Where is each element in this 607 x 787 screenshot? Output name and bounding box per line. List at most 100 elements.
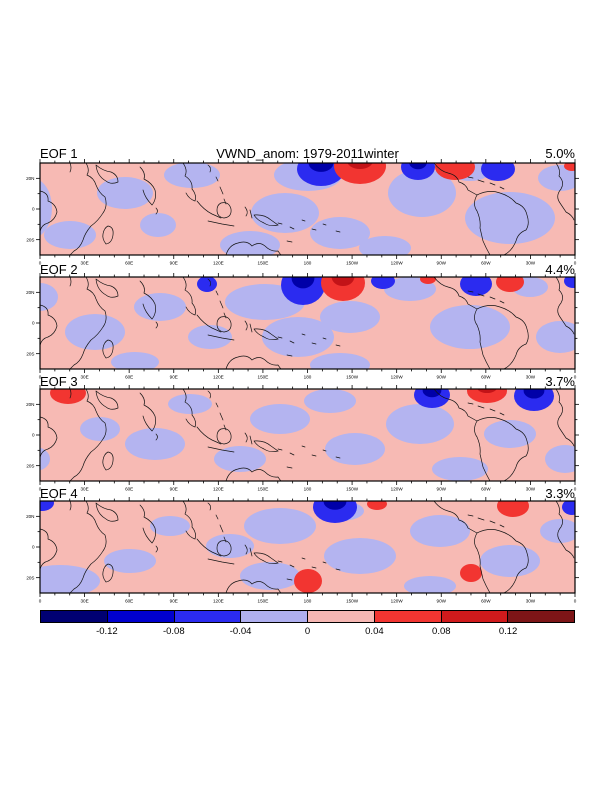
svg-text:180: 180 <box>304 261 312 266</box>
svg-text:30E: 30E <box>80 599 88 604</box>
colorbar-tick-label: -0.08 <box>162 626 185 637</box>
colorbar-segment <box>307 611 374 622</box>
map-fill-layer <box>40 277 575 369</box>
svg-text:150W: 150W <box>346 487 359 492</box>
svg-text:60W: 60W <box>481 487 491 492</box>
eof-label-4: EOF 4 <box>40 486 78 501</box>
svg-text:0: 0 <box>574 375 577 380</box>
svg-text:180: 180 <box>304 599 312 604</box>
variance-label-2: 4.4% <box>545 262 575 277</box>
svg-text:90W: 90W <box>437 375 447 380</box>
svg-text:90E: 90E <box>170 599 178 604</box>
panel-header-3: EOF 3 3.7% <box>40 374 575 390</box>
svg-text:90E: 90E <box>170 261 178 266</box>
svg-text:30W: 30W <box>526 261 536 266</box>
axis-ticks <box>36 497 579 597</box>
svg-text:120W: 120W <box>391 599 404 604</box>
svg-text:0: 0 <box>32 433 35 438</box>
svg-text:0: 0 <box>39 375 42 380</box>
eof-label-3: EOF 3 <box>40 374 78 389</box>
colorbar-segment <box>240 611 307 622</box>
map-fill-layer <box>40 163 575 255</box>
svg-text:120W: 120W <box>391 375 404 380</box>
svg-text:60E: 60E <box>125 261 133 266</box>
svg-text:60W: 60W <box>481 261 491 266</box>
svg-text:30E: 30E <box>80 375 88 380</box>
svg-text:150E: 150E <box>258 375 269 380</box>
svg-text:30E: 30E <box>80 261 88 266</box>
coastlines <box>40 501 575 593</box>
svg-text:0: 0 <box>39 599 42 604</box>
svg-text:120E: 120E <box>213 261 224 266</box>
panel-header-4: EOF 4 3.3% <box>40 486 575 502</box>
svg-text:180: 180 <box>304 375 312 380</box>
svg-text:0: 0 <box>32 321 35 326</box>
svg-text:90E: 90E <box>170 487 178 492</box>
svg-text:60E: 60E <box>125 375 133 380</box>
axis-labels: 0 30E 60E 90E 120E 150E 180 150W 120W 90W 60W 30W 0 2… <box>26 290 577 380</box>
coastlines <box>40 163 575 255</box>
svg-text:120W: 120W <box>391 261 404 266</box>
svg-text:0: 0 <box>574 487 577 492</box>
svg-text:60W: 60W <box>481 599 491 604</box>
axis-labels: 0 30E 60E 90E 120E 150E 180 150W 120W 90W 60W 30W 0 2… <box>26 402 577 492</box>
colorbar-tick-label: 0.08 <box>432 626 451 637</box>
svg-text:180: 180 <box>304 487 312 492</box>
svg-text:90W: 90W <box>437 261 447 266</box>
map-panel-2: 0 30E 60E 90E 120E 150E 180 150W 120W 90W 60W 30W 0 2… <box>26 273 579 380</box>
svg-text:90W: 90W <box>437 487 447 492</box>
svg-text:120E: 120E <box>213 599 224 604</box>
map-panel-1: 0 30E 60E 90E 120E 150E 180 150W 120W 90W 60W 30W 0 2… <box>26 159 579 266</box>
svg-text:20N: 20N <box>26 402 34 407</box>
panel-header-2: EOF 2 4.4% <box>40 262 575 278</box>
colorbar-tick-label: -0.12 <box>96 626 118 637</box>
svg-text:120E: 120E <box>213 375 224 380</box>
colorbar <box>40 610 575 623</box>
map-panel-3: 0 30E 60E 90E 120E 150E 180 150W 120W 90W 60W 30W 0 2… <box>26 385 579 492</box>
colorbar-segment <box>440 611 508 622</box>
svg-text:60E: 60E <box>125 599 133 604</box>
svg-text:0: 0 <box>39 261 42 266</box>
axis-ticks <box>36 159 579 259</box>
svg-text:20S: 20S <box>26 463 34 468</box>
svg-text:150W: 150W <box>346 375 359 380</box>
coastlines <box>40 277 575 369</box>
colorbar-tick-label: -0.04 <box>229 626 252 637</box>
eof-label-2: EOF 2 <box>40 262 78 277</box>
svg-text:20S: 20S <box>26 351 34 356</box>
svg-text:120E: 120E <box>213 487 224 492</box>
svg-text:120W: 120W <box>391 487 404 492</box>
svg-text:0: 0 <box>574 599 577 604</box>
svg-text:90E: 90E <box>170 375 178 380</box>
axis-ticks <box>36 273 579 373</box>
svg-text:30W: 30W <box>526 375 536 380</box>
colorbar-segment <box>106 611 174 622</box>
variance-label-4: 3.3% <box>545 486 575 501</box>
eof-label-1: EOF 1 <box>40 146 78 161</box>
coastlines <box>40 389 575 481</box>
variance-label-1: 5.0% <box>545 146 575 161</box>
svg-text:0: 0 <box>32 545 35 550</box>
variance-label-3: 3.7% <box>545 374 575 389</box>
colorbar-tick-labels: -0.12 -0.08 -0.04 0 0.04 0.08 0.12 <box>40 626 575 640</box>
colorbar-segment <box>41 611 107 622</box>
figure-title: VWND_anom: 1979-2011winter <box>216 146 399 161</box>
svg-text:30W: 30W <box>526 599 536 604</box>
svg-text:20N: 20N <box>26 176 34 181</box>
colorbar-segment <box>373 611 441 622</box>
panel-header-1: VWND_anom: 1979-2011winter EOF 1 5.0% <box>40 146 575 162</box>
axis-ticks <box>36 385 579 485</box>
colorbar-tick-label: 0.04 <box>365 626 384 637</box>
svg-text:0: 0 <box>39 487 42 492</box>
colorbar-segment <box>507 611 574 622</box>
axis-labels: 0 30E 60E 90E 120E 150E 180 150W 120W 90W 60W 30W 0 2… <box>26 176 577 266</box>
svg-text:30E: 30E <box>80 487 88 492</box>
svg-text:20S: 20S <box>26 237 34 242</box>
map-panel-4: 0 30E 60E 90E 120E 150E 180 150W 120W 90W 60W 30W 0 2… <box>26 497 579 604</box>
map-fill-layer <box>40 389 575 481</box>
svg-text:20N: 20N <box>26 290 34 295</box>
svg-text:30W: 30W <box>526 487 536 492</box>
svg-text:60W: 60W <box>481 375 491 380</box>
svg-text:150E: 150E <box>258 261 269 266</box>
